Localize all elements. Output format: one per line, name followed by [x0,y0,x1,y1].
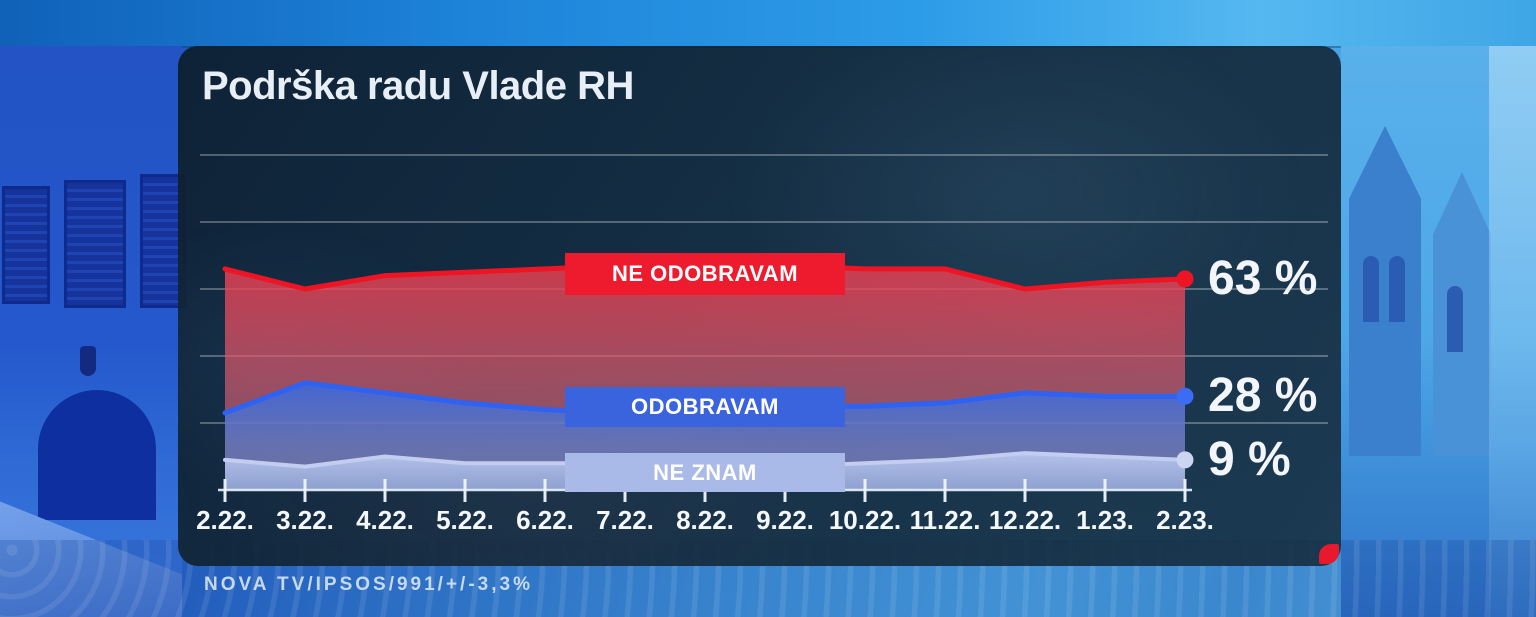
background-left-building [0,46,186,617]
series-label-ne-odobravam: NE ODOBRAVAM [565,253,845,295]
x-tick-label: 5.22. [436,505,494,535]
x-tick-label: 3.22. [276,505,334,535]
chart-panel: NE ODOBRAVAM ODOBRAVAM NE ZNAM 63 % 28 % 9 % 2… [178,46,1341,566]
series-end-dot [1176,387,1194,405]
church-window [1447,286,1463,352]
top-sky-bar [0,0,1536,48]
percent-label-ne-odobravam: 63 % [1208,251,1318,305]
church-window [1363,256,1379,322]
building-window [64,180,126,308]
background-right-church [1341,46,1536,617]
series-end-dot [1176,451,1194,469]
x-tick-label: 10.22. [828,505,902,535]
x-tick-label: 12.22. [988,505,1062,535]
x-tick-label: 9.22. [756,505,814,535]
x-tick-label: 4.22. [356,505,414,535]
building-archway [38,390,156,520]
x-tick-label: 1.23. [1076,505,1134,535]
street-lamp [80,346,96,376]
support-chart: NE ODOBRAVAM ODOBRAVAM NE ZNAM 63 % 28 % 9 % 2… [178,46,1341,566]
x-tick-label: 7.22. [596,505,654,535]
church-window [1389,256,1405,322]
series-label-odobravam: ODOBRAVAM [565,387,845,427]
building-window [2,186,50,304]
x-tick-label: 6.22. [516,505,574,535]
x-tick-label: 2.23. [1156,505,1214,535]
x-tick-label: 8.22. [676,505,734,535]
series-label-ne-znam: NE ZNAM [565,453,845,492]
church-tower [1349,126,1421,456]
chart-svg [200,154,1328,502]
chart-title: Podrška radu Vlade RH [202,64,634,108]
background-light-strip [1489,46,1536,617]
series-end-dot [1176,270,1194,288]
percent-label-odobravam: 28 % [1208,369,1318,423]
corner-accent [1319,544,1339,564]
source-caption: NOVA TV/IPSOS/991/+/-3,3% [204,574,533,595]
x-tick-label: 11.22. [909,505,981,535]
x-tick-label: 2.22. [196,505,254,535]
percent-label-ne-znam: 9 % [1208,432,1291,486]
